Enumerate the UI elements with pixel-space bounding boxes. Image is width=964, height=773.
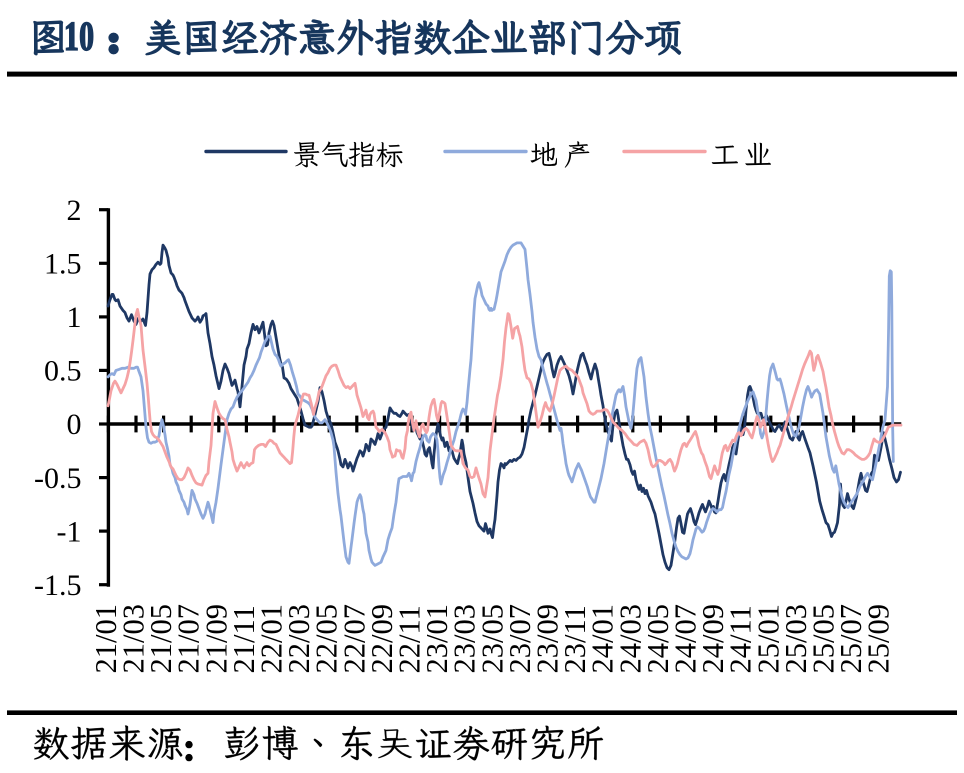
svg-text:23/09: 23/09: [531, 604, 565, 673]
svg-text:24/05: 24/05: [641, 604, 675, 673]
svg-text:1: 1: [67, 301, 82, 334]
svg-text:0.5: 0.5: [44, 355, 82, 388]
svg-text:-1: -1: [57, 515, 82, 548]
svg-text:25/07: 25/07: [834, 604, 868, 673]
svg-text:24/01: 24/01: [586, 604, 620, 673]
svg-text:23/11: 23/11: [558, 605, 592, 673]
svg-text:21/03: 21/03: [117, 604, 151, 673]
svg-text:25/09: 25/09: [862, 604, 896, 673]
svg-text:23/01: 23/01: [420, 604, 454, 673]
svg-text:22/11: 22/11: [393, 605, 427, 673]
svg-text:24/11: 24/11: [724, 605, 758, 673]
svg-text:25/05: 25/05: [807, 604, 841, 673]
svg-text:-1.5: -1.5: [34, 569, 82, 602]
svg-text:24/07: 24/07: [669, 604, 703, 673]
svg-text:22/09: 22/09: [365, 604, 399, 673]
svg-text:-0.5: -0.5: [34, 462, 82, 495]
svg-text:25/03: 25/03: [779, 604, 813, 673]
svg-text:1.5: 1.5: [44, 248, 82, 281]
svg-text:23/03: 23/03: [448, 604, 482, 673]
svg-text:22/01: 22/01: [255, 604, 289, 673]
svg-text:25/01: 25/01: [751, 604, 785, 673]
svg-text:22/03: 22/03: [282, 604, 316, 673]
svg-text:24/09: 24/09: [696, 604, 730, 673]
svg-text:22/07: 22/07: [337, 604, 371, 673]
svg-text:22/05: 22/05: [310, 604, 344, 673]
svg-text:21/09: 21/09: [199, 604, 233, 673]
svg-text:23/07: 23/07: [503, 604, 537, 673]
svg-text:21/05: 21/05: [144, 604, 178, 673]
svg-text:21/01: 21/01: [89, 604, 123, 673]
svg-text:2: 2: [67, 194, 82, 227]
svg-text:21/11: 21/11: [227, 605, 261, 673]
svg-text:24/03: 24/03: [613, 604, 647, 673]
svg-text:21/07: 21/07: [172, 604, 206, 673]
svg-text:23/05: 23/05: [475, 604, 509, 673]
svg-text:0: 0: [67, 408, 82, 441]
